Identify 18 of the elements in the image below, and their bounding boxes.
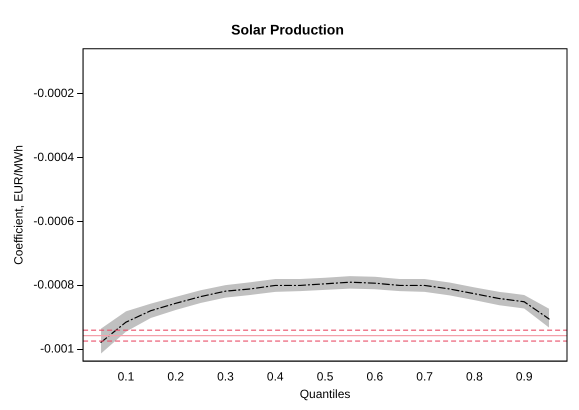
x-tick-label: 0.4	[266, 370, 284, 384]
x-tick-label: 0.8	[466, 370, 484, 384]
y-tick-label: -0.0006	[33, 214, 74, 228]
y-tick-label: -0.0004	[33, 150, 74, 164]
x-tick-label: 0.3	[217, 370, 234, 384]
x-tick-label: 0.1	[118, 370, 135, 384]
line-series	[100, 282, 550, 343]
y-axis-title: Coefficient, EUR/MWh	[12, 145, 26, 265]
x-tick-label: 0.9	[516, 370, 533, 384]
y-tick-label: -0.0008	[33, 278, 74, 292]
x-axis-title: Quantiles	[300, 387, 350, 402]
x-tick-label: 0.2	[167, 370, 184, 384]
y-tick-label: -0.001	[40, 342, 74, 356]
x-tick-label: 0.6	[366, 370, 384, 384]
y-tick-label: -0.0002	[33, 86, 74, 100]
x-tick-label: 0.5	[316, 370, 334, 384]
x-tick-label: 0.7	[416, 370, 434, 384]
chart-title: Solar Production	[231, 21, 344, 38]
